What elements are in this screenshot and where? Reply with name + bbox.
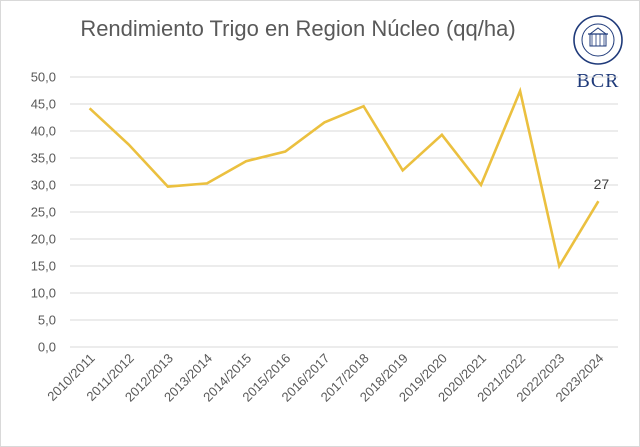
y-tick-label: 20,0 (31, 232, 56, 247)
bcr-logo: BCR (566, 10, 630, 94)
y-tick-label: 30,0 (31, 178, 56, 193)
y-tick-label: 50,0 (31, 70, 56, 85)
y-tick-label: 35,0 (31, 151, 56, 166)
gridlines (70, 76, 618, 348)
y-tick-label: 45,0 (31, 97, 56, 112)
bcr-logo-text: BCR (576, 70, 620, 92)
y-tick-label: 0,0 (38, 340, 56, 355)
y-tick-label: 10,0 (31, 286, 56, 301)
bcr-seal-icon (573, 15, 623, 65)
x-axis-ticks: 2010/20112011/20122012/20132013/20142014… (44, 351, 606, 405)
y-tick-label: 5,0 (38, 313, 56, 328)
data-label: 27 (594, 176, 610, 192)
chart-title: Rendimiento Trigo en Region Núcleo (qq/h… (80, 16, 516, 41)
y-tick-label: 25,0 (31, 205, 56, 220)
series-line (88, 86, 600, 270)
y-tick-label: 40,0 (31, 124, 56, 139)
data-labels: 27 (594, 176, 610, 192)
y-tick-label: 15,0 (31, 259, 56, 274)
y-axis-ticks: 0,0 5,0 10,0 15,0 20,0 25,0 30,0 35,0 40,0 45,0 50… (31, 70, 56, 355)
series-group (88, 86, 600, 270)
